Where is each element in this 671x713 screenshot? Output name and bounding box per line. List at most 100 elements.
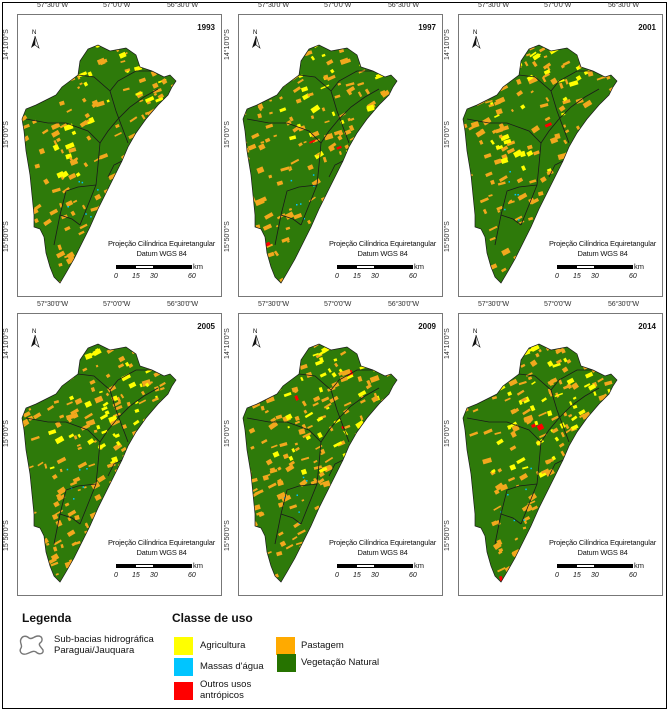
latitude-label: 14°10'0"S: [224, 328, 231, 359]
projection-line1: Projeção Cilíndrica Equiretangular: [329, 538, 437, 547]
projection-line1: Projeção Cilíndrica Equiretangular: [329, 239, 437, 248]
scale-tick: 60: [188, 273, 196, 280]
latitude-label: 15°0'0"S: [3, 420, 10, 447]
map-frame: 2001 N Projeção Cilíndrica Equiretangular D…: [458, 14, 663, 297]
projection-line1: Projeção Cilíndrica Equiretangular: [549, 239, 657, 248]
latitude-label: 15°50'0"S: [3, 520, 10, 551]
north-arrow-icon: N: [469, 326, 483, 348]
longitude-label: 56°30'0"W: [167, 2, 198, 9]
land-use-map: [21, 44, 177, 284]
scale-tick: 30: [371, 273, 379, 280]
scale-tick: 60: [629, 572, 637, 579]
svg-text:N: N: [253, 329, 257, 335]
svg-text:N: N: [473, 30, 477, 36]
sub-basin-label-line1: Sub-bacias hidrográfica: [54, 634, 154, 645]
projection-line1: Projeção Cilíndrica Equiretangular: [108, 538, 216, 547]
latitude-label: 15°0'0"S: [224, 420, 231, 447]
longitude-label: 57°30'0"W: [37, 2, 68, 9]
projection-line2: Datum WGS 84: [577, 548, 628, 557]
legend-label-other-anthropic: Outros usos antrópicos: [200, 679, 251, 701]
sub-basin-label-line2: Paraguai/Jauquara: [54, 645, 135, 656]
projection-line1: Projeção Cilíndrica Equiretangular: [549, 538, 657, 547]
scale-tick: 30: [591, 273, 599, 280]
scale-tick: 30: [591, 572, 599, 579]
scale-tick: 60: [629, 273, 637, 280]
land-use-classes-title: Classe de uso: [172, 611, 253, 625]
scale-unit: km: [414, 561, 424, 570]
legend-label-other-anthropic-line1: Outros usos: [200, 679, 252, 690]
longitude-label: 56°30'0"W: [388, 301, 419, 308]
scale-tick: 60: [409, 572, 417, 579]
longitude-label: 57°30'0"W: [258, 2, 289, 9]
scale-unit: km: [414, 262, 424, 271]
land-use-map: [462, 343, 618, 583]
projection-note: Projeção Cilíndrica Equiretangular Datum …: [329, 538, 436, 558]
scale-unit: km: [634, 262, 644, 271]
scale-tick: 15: [132, 273, 140, 280]
scale-bar: 0 15 30 60 km: [114, 262, 208, 280]
latitude-label: 15°0'0"S: [3, 121, 10, 148]
scale-tick: 30: [371, 572, 379, 579]
scale-tick: 15: [353, 273, 361, 280]
projection-line2: Datum WGS 84: [577, 249, 628, 258]
svg-text:N: N: [32, 30, 36, 36]
scale-tick: 0: [114, 273, 118, 280]
latitude-label: 15°0'0"S: [444, 121, 451, 148]
sub-basin-boundary-icon: [19, 635, 44, 655]
latitude-label: 15°50'0"S: [444, 221, 451, 252]
projection-line2: Datum WGS 84: [357, 249, 408, 258]
longitude-label: 57°0'0"W: [324, 2, 352, 9]
scale-tick: 30: [150, 572, 158, 579]
north-arrow-icon: N: [28, 27, 42, 49]
latitude-label: 15°50'0"S: [224, 221, 231, 252]
svg-text:N: N: [473, 329, 477, 335]
projection-line1: Projeção Cilíndrica Equiretangular: [108, 239, 216, 248]
projection-note: Projeção Cilíndrica Equiretangular Datum …: [108, 239, 215, 259]
longitude-label: 57°30'0"W: [478, 301, 509, 308]
north-arrow-icon: N: [469, 27, 483, 49]
longitude-label: 57°0'0"W: [544, 2, 572, 9]
scale-unit: km: [634, 561, 644, 570]
latitude-label: 15°0'0"S: [224, 121, 231, 148]
legend-label-water: Massas d'água: [200, 661, 264, 672]
legend-label-pasture: Pastagem: [301, 640, 344, 651]
north-arrow-icon: N: [28, 326, 42, 348]
latitude-label: 15°0'0"S: [444, 420, 451, 447]
latitude-label: 15°50'0"S: [224, 520, 231, 551]
map-frame: 1993 N Projeção Cilíndrica Equiretangular D…: [17, 14, 222, 297]
scale-bar: 0 15 30 60 km: [335, 262, 429, 280]
swatch-water: [174, 658, 193, 676]
sub-basin-label: Sub-bacias hidrográfica Paraguai/Jauquar…: [54, 634, 154, 656]
scale-tick: 0: [114, 572, 118, 579]
projection-note: Projeção Cilíndrica Equiretangular Datum …: [549, 239, 656, 259]
year-label: 1997: [418, 23, 436, 32]
longitude-label: 57°0'0"W: [544, 301, 572, 308]
scale-tick: 0: [335, 572, 339, 579]
scale-tick: 60: [188, 572, 196, 579]
svg-text:N: N: [32, 329, 36, 335]
projection-note: Projeção Cilíndrica Equiretangular Datum …: [549, 538, 656, 558]
land-use-map: [242, 343, 398, 583]
latitude-label: 14°10'0"S: [3, 328, 10, 359]
map-frame: 2009 N Projeção Cilíndrica Equiretangular D…: [238, 313, 443, 596]
latitude-label: 14°10'0"S: [444, 29, 451, 60]
longitude-label: 56°30'0"W: [608, 2, 639, 9]
latitude-label: 14°10'0"S: [444, 328, 451, 359]
scale-bar: 0 15 30 60 km: [555, 262, 649, 280]
scale-tick: 0: [335, 273, 339, 280]
legend-title: Legenda: [22, 611, 72, 625]
legend-label-natural-vegetation: Vegetação Natural: [301, 657, 380, 668]
map-frame: 2014 N Projeção Cilíndrica Equiretangular D…: [458, 313, 663, 596]
svg-text:N: N: [253, 30, 257, 36]
longitude-label: 57°30'0"W: [37, 301, 68, 308]
swatch-natural-vegetation: [277, 654, 296, 672]
year-label: 2014: [638, 322, 656, 331]
projection-note: Projeção Cilíndrica Equiretangular Datum …: [108, 538, 215, 558]
scale-tick: 15: [573, 273, 581, 280]
longitude-label: 56°30'0"W: [167, 301, 198, 308]
swatch-other-anthropic: [174, 682, 193, 700]
scale-tick: 15: [132, 572, 140, 579]
scale-tick: 15: [573, 572, 581, 579]
scale-tick: 15: [353, 572, 361, 579]
land-use-map: [462, 44, 618, 284]
